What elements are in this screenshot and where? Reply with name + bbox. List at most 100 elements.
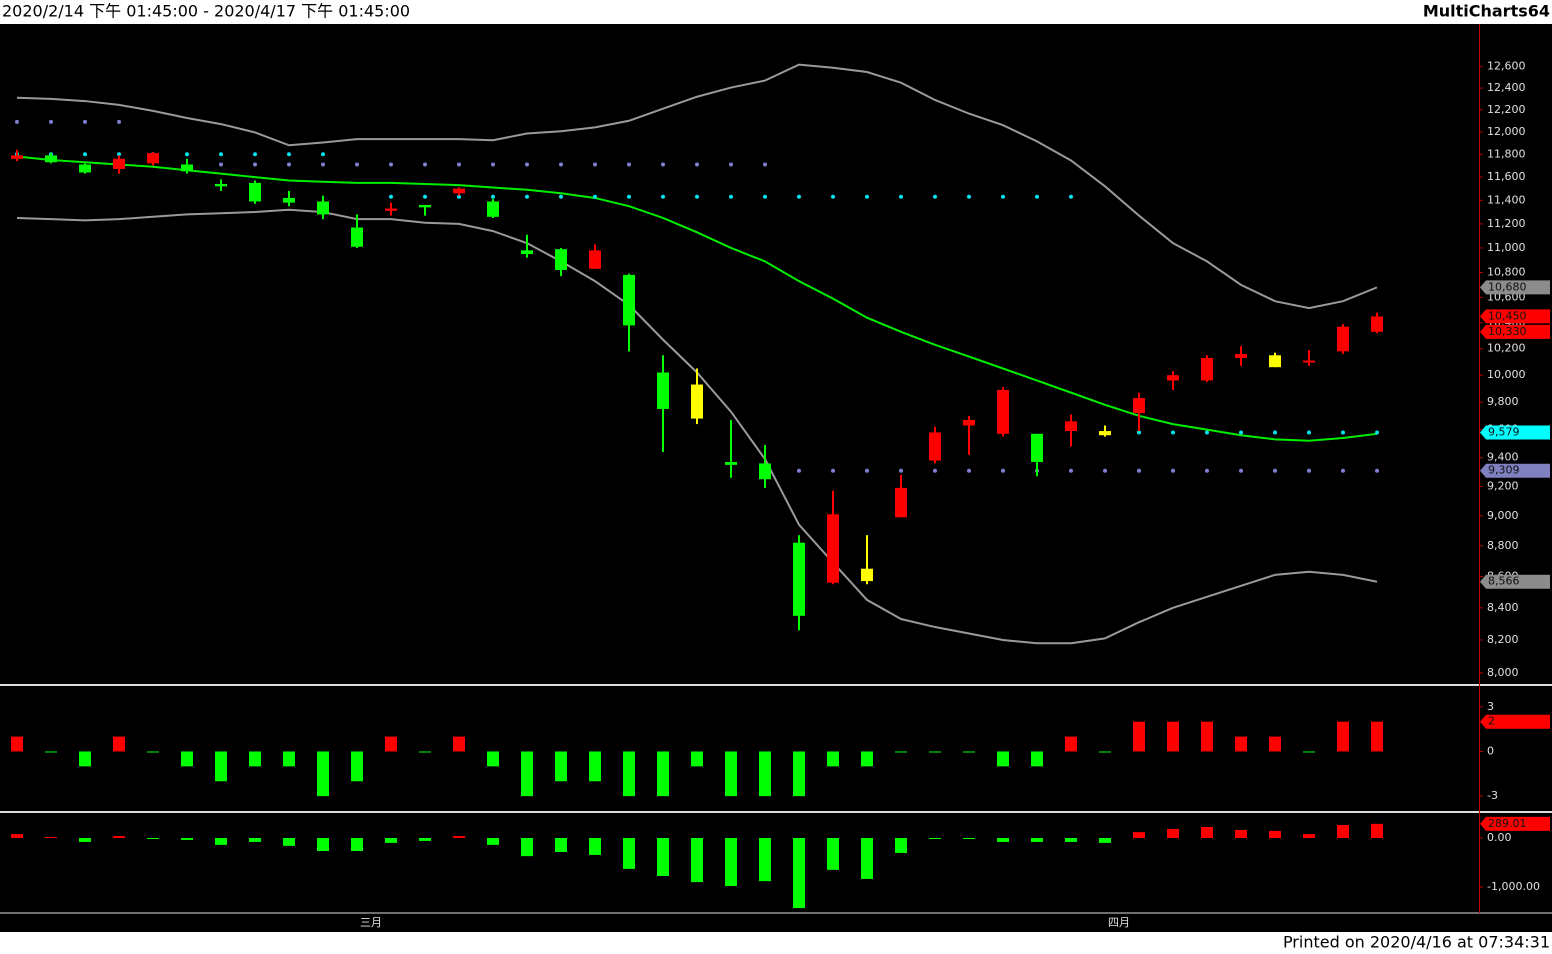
bar xyxy=(759,838,771,882)
y-tick-label: 11,800 xyxy=(1487,147,1526,160)
bar xyxy=(283,751,295,767)
bar xyxy=(45,837,57,839)
bar xyxy=(147,751,159,753)
bar xyxy=(1167,721,1179,752)
candle-body xyxy=(351,227,363,247)
bar xyxy=(181,838,193,840)
bar xyxy=(963,751,975,753)
y-tick-label: 10,000 xyxy=(1487,368,1526,381)
bar xyxy=(1031,751,1043,767)
app-name: MultiCharts64 xyxy=(1423,2,1550,21)
bar xyxy=(1303,834,1315,839)
candle-body xyxy=(861,568,873,582)
indicator-dot xyxy=(933,468,937,473)
candle-body xyxy=(1201,357,1213,381)
y-tick-label: 9,000 xyxy=(1487,509,1519,522)
candle-body xyxy=(79,164,91,173)
date-range: 2020/2/14 下午 01:45:00 - 2020/4/17 下午 01:… xyxy=(2,2,410,21)
price-marker-label: 8,566 xyxy=(1488,575,1520,588)
indicator-dot xyxy=(1239,430,1243,435)
candle-body xyxy=(657,372,669,409)
bar xyxy=(963,838,975,840)
bar xyxy=(929,751,941,753)
bar xyxy=(793,838,805,909)
candle-body xyxy=(725,462,737,465)
indicator-dot xyxy=(763,162,767,167)
candle-body xyxy=(793,542,805,616)
bar xyxy=(1099,751,1111,753)
indicator-dot xyxy=(1137,430,1141,435)
bar xyxy=(249,751,261,767)
y-tick-label: 0.00 xyxy=(1487,831,1512,844)
candle-body xyxy=(1337,326,1349,352)
indicator-dot xyxy=(423,194,427,199)
price-marker-label: 289.01 xyxy=(1488,817,1527,830)
indicator-line xyxy=(16,63,1378,310)
indicator-dot xyxy=(491,162,495,167)
indicator-dot xyxy=(1035,194,1039,199)
bar xyxy=(1031,838,1043,842)
bar xyxy=(861,751,873,767)
bar xyxy=(419,838,431,841)
indicator-dot xyxy=(729,162,733,167)
indicator-dot xyxy=(321,152,325,157)
bar xyxy=(419,751,431,753)
candle-body xyxy=(215,184,227,187)
indicator-dot xyxy=(1205,430,1209,435)
indicator-dot xyxy=(729,194,733,199)
indicator-dot xyxy=(593,162,597,167)
indicator-dot xyxy=(1069,194,1073,199)
y-tick-label: 11,400 xyxy=(1487,193,1526,206)
bar xyxy=(11,834,23,839)
bar xyxy=(521,838,533,857)
x-tick-label: 四月 xyxy=(1108,916,1130,929)
candle-body xyxy=(1235,353,1247,358)
indicator-dot xyxy=(559,162,563,167)
bar xyxy=(317,838,329,851)
bar xyxy=(657,751,669,797)
indicator-dot xyxy=(389,162,393,167)
indicator-dot xyxy=(83,152,87,157)
candle-body xyxy=(45,155,57,163)
indicator-dot xyxy=(899,468,903,473)
candle-body xyxy=(895,487,907,518)
bar xyxy=(215,838,227,845)
price-marker-label: 9,309 xyxy=(1488,464,1520,477)
bar xyxy=(555,838,567,852)
price-marker-label: 10,330 xyxy=(1488,325,1527,338)
bar xyxy=(283,838,295,846)
bar xyxy=(1167,828,1179,839)
candle-body xyxy=(1031,433,1043,463)
bar xyxy=(1269,830,1281,839)
bar xyxy=(1269,736,1281,752)
candle-body xyxy=(1303,360,1315,363)
indicator-dot xyxy=(831,194,835,199)
y-tick-label: 10,200 xyxy=(1487,342,1526,355)
candle-body xyxy=(283,197,295,203)
indicator-dot xyxy=(253,162,257,167)
bar xyxy=(555,751,567,782)
bar xyxy=(725,751,737,797)
indicator-dot xyxy=(1171,468,1175,473)
price-marker-label: 10,450 xyxy=(1488,309,1527,322)
indicator-dot xyxy=(525,162,529,167)
indicator-dot xyxy=(1273,430,1277,435)
y-tick-label: 11,200 xyxy=(1487,217,1526,230)
indicator-dot xyxy=(49,119,53,124)
bar xyxy=(1371,721,1383,752)
indicator-dot xyxy=(1001,194,1005,199)
y-tick-label: 8,200 xyxy=(1487,633,1519,646)
y-tick-label: 3 xyxy=(1487,700,1494,713)
indicator-dot xyxy=(627,194,631,199)
bar xyxy=(249,838,261,842)
indicator-dot xyxy=(763,194,767,199)
indicator-dot xyxy=(1307,468,1311,473)
indicator-dot xyxy=(389,194,393,199)
indicator-dot xyxy=(219,162,223,167)
candle-body xyxy=(827,514,839,583)
candle-body xyxy=(555,249,567,270)
bar xyxy=(657,838,669,876)
bar xyxy=(623,751,635,797)
candle-body xyxy=(929,432,941,461)
